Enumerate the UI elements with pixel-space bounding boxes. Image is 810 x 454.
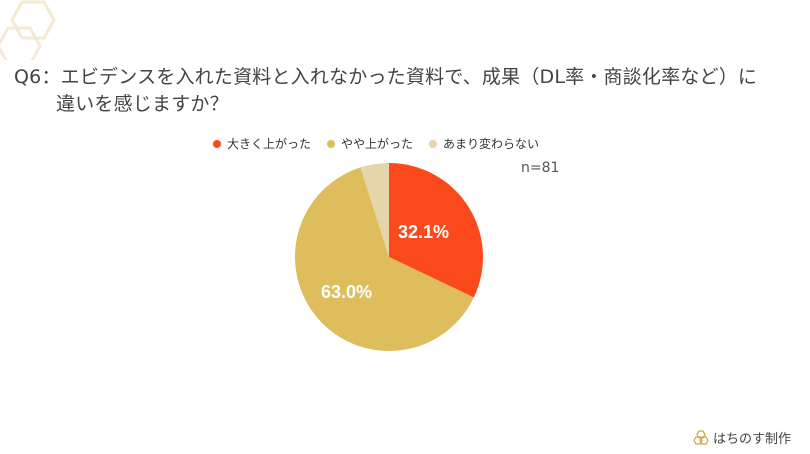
slice-label-slightly-increased: 63.0% bbox=[321, 282, 373, 302]
chart-legend: 大きく上がった やや上がった あまり変わらない bbox=[213, 135, 539, 152]
legend-item-no-change[interactable]: あまり変わらない bbox=[429, 135, 539, 152]
legend-label: 大きく上がった bbox=[227, 137, 312, 151]
legend-dot-icon bbox=[213, 139, 221, 148]
question-text-line2: 違いを感じますか？ bbox=[56, 93, 229, 115]
brand-name: はちのす制作 bbox=[713, 432, 792, 447]
question-number: Q6： bbox=[14, 66, 61, 88]
slice-label-greatly-increased: 32.1% bbox=[398, 222, 450, 242]
brand-footer: はちのす制作 bbox=[693, 428, 791, 447]
legend-label: あまり変わらない bbox=[443, 137, 540, 151]
legend-dot-icon bbox=[327, 139, 336, 148]
pie-slice-no-change[interactable] bbox=[360, 163, 389, 257]
legend-label: やや上がった bbox=[341, 137, 414, 151]
legend-item-greatly-increased[interactable]: 大きく上がった bbox=[213, 135, 311, 152]
pie-slice-greatly-increased[interactable] bbox=[389, 163, 483, 298]
honeycomb-logo-icon bbox=[693, 429, 709, 445]
pie-slice-slightly-increased[interactable] bbox=[294, 167, 474, 351]
question-text-line1: エビデンスを入れた資料と入れなかった資料で、成果（DL率・商談化率など）に bbox=[60, 66, 758, 88]
question-title: Q6：エビデンスを入れた資料と入れなかった資料で、成果（DL率・商談化率など）に… bbox=[14, 64, 804, 118]
legend-dot-icon bbox=[429, 139, 438, 148]
sample-size-label: n=81 bbox=[521, 160, 560, 176]
honeycomb-decoration-icon bbox=[0, 0, 56, 60]
legend-item-slightly-increased[interactable]: やや上がった bbox=[327, 135, 413, 152]
